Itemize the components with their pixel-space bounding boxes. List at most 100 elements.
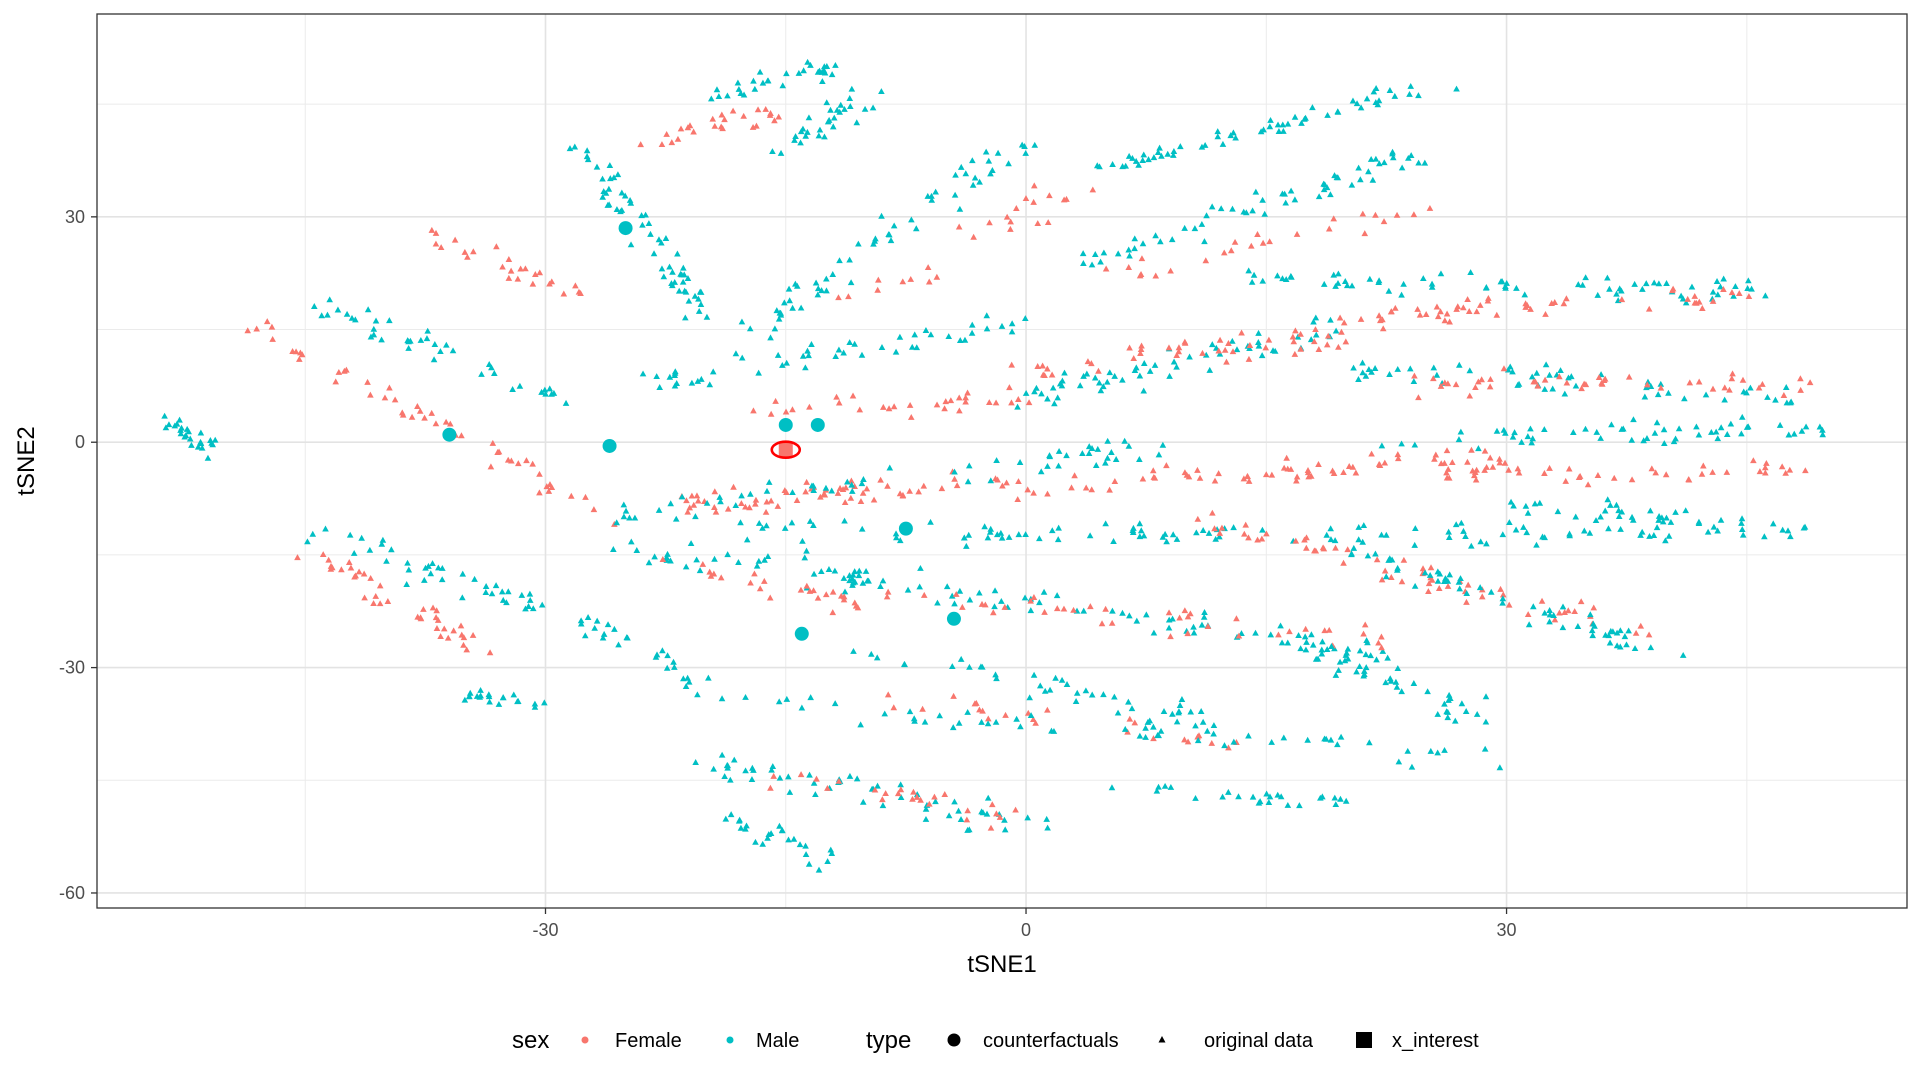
- data-point: [1647, 383, 1655, 389]
- data-point: [1007, 225, 1014, 232]
- legend-label-original-data: original data: [1204, 1030, 1314, 1052]
- data-point: [432, 420, 440, 427]
- data-point: [1184, 630, 1191, 637]
- data-point: [1248, 278, 1256, 285]
- data-point: [1507, 498, 1515, 505]
- data-point: [546, 385, 554, 392]
- data-point: [706, 381, 714, 388]
- data-point: [420, 605, 427, 612]
- data-point: [953, 482, 961, 489]
- data-point: [1745, 277, 1752, 284]
- data-point: [743, 536, 751, 543]
- data-point: [1284, 801, 1292, 808]
- data-point: [1215, 347, 1223, 354]
- data-point: [1085, 450, 1093, 456]
- data-point: [845, 293, 852, 300]
- data-point: [1233, 615, 1240, 622]
- data-point: [669, 268, 676, 275]
- data-point: [1360, 522, 1368, 529]
- data-point: [466, 689, 474, 696]
- data-point: [816, 67, 823, 74]
- data-point: [933, 273, 941, 280]
- data-point: [835, 399, 843, 406]
- data-point: [1594, 291, 1602, 298]
- data-point: [1157, 238, 1164, 245]
- data-point: [789, 489, 796, 496]
- data-point: [1150, 735, 1157, 742]
- data-point: [908, 343, 916, 350]
- data-point: [742, 825, 749, 832]
- data-point: [1375, 160, 1383, 167]
- data-point: [620, 513, 628, 520]
- data-point: [322, 525, 329, 532]
- data-point: [1349, 97, 1357, 104]
- data-point: [738, 492, 745, 499]
- data-point: [655, 506, 663, 513]
- data-point: [797, 139, 804, 146]
- data-point: [1096, 163, 1103, 170]
- data-point: [855, 240, 862, 247]
- data-point: [1444, 577, 1452, 584]
- data-point: [1126, 252, 1133, 259]
- data-point: [1161, 782, 1169, 789]
- data-point: [514, 698, 522, 704]
- data-point: [747, 579, 754, 586]
- data-point: [982, 148, 990, 155]
- data-point: [1662, 471, 1670, 478]
- data-point: [1669, 285, 1677, 292]
- data-point: [1663, 280, 1670, 287]
- data-point: [1698, 470, 1706, 477]
- data-point: [386, 317, 393, 324]
- data-point: [1502, 283, 1509, 290]
- data-point: [1208, 341, 1216, 348]
- data-point: [618, 189, 626, 196]
- data-point: [938, 485, 946, 492]
- data-point: [994, 149, 1002, 156]
- data-point: [1485, 294, 1492, 301]
- data-point: [1434, 313, 1442, 320]
- data-point: [367, 391, 374, 398]
- data-point: [846, 572, 853, 579]
- data-point: [577, 617, 585, 624]
- data-point: [1166, 372, 1173, 379]
- data-point: [437, 348, 444, 355]
- data-point: [1483, 463, 1490, 470]
- data-point: [1398, 578, 1406, 585]
- data-point: [1589, 620, 1597, 627]
- data-point: [802, 842, 809, 849]
- data-point: [1615, 513, 1623, 519]
- data-point: [917, 564, 924, 571]
- data-point: [1154, 149, 1162, 155]
- data-point: [1400, 556, 1408, 563]
- data-point: [1629, 516, 1637, 523]
- data-point: [617, 208, 624, 215]
- data-point: [783, 359, 790, 366]
- data-point: [952, 590, 960, 597]
- data-point: [1462, 533, 1469, 540]
- data-point: [752, 496, 760, 503]
- data-point: [1640, 437, 1647, 444]
- data-point: [709, 115, 717, 122]
- data-point: [1121, 437, 1128, 444]
- data-point: [1155, 451, 1163, 458]
- data-point: [835, 346, 843, 353]
- data-point: [304, 538, 311, 545]
- data-point: [1001, 826, 1009, 833]
- data-point: [1355, 523, 1363, 530]
- data-point: [1395, 758, 1403, 765]
- data-point: [765, 831, 773, 838]
- data-point: [334, 306, 342, 313]
- data-point: [1291, 350, 1299, 357]
- data-point: [471, 575, 478, 582]
- data-point: [440, 625, 448, 632]
- data-point: [1381, 567, 1389, 574]
- data-point: [897, 786, 905, 793]
- data-point: [652, 653, 660, 660]
- data-point: [1111, 693, 1118, 700]
- data-point: [1054, 394, 1061, 401]
- data-point: [1559, 603, 1567, 610]
- y-axis-title: tSNE2: [13, 426, 40, 495]
- data-point: [1497, 585, 1504, 592]
- data-point: [1202, 257, 1210, 264]
